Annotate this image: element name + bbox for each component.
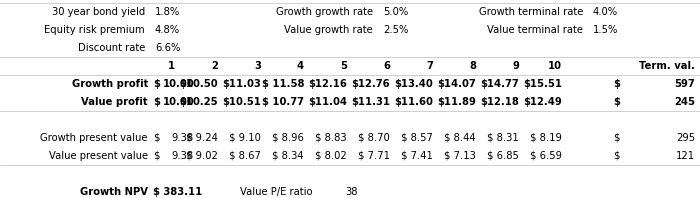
Text: $ 8.96: $ 8.96 <box>272 133 304 143</box>
Text: 1.8%: 1.8% <box>155 7 181 17</box>
Text: 597: 597 <box>674 79 695 89</box>
Text: Value present value: Value present value <box>49 151 148 161</box>
Text: $ 8.44: $ 8.44 <box>444 133 476 143</box>
Text: $ 8.70: $ 8.70 <box>358 133 390 143</box>
Text: 9: 9 <box>512 61 519 71</box>
Text: $: $ <box>613 151 620 161</box>
Text: $: $ <box>153 133 160 143</box>
Text: 1: 1 <box>168 61 175 71</box>
Text: 121: 121 <box>676 151 695 161</box>
Text: $12.16: $12.16 <box>308 79 347 89</box>
Text: $10.51: $10.51 <box>222 97 261 107</box>
Text: 2.5%: 2.5% <box>383 25 408 35</box>
Text: 10: 10 <box>548 61 562 71</box>
Text: 4.8%: 4.8% <box>155 25 180 35</box>
Text: 38: 38 <box>345 187 358 197</box>
Text: 1.5%: 1.5% <box>593 25 618 35</box>
Text: $: $ <box>613 133 620 143</box>
Text: $ 7.41: $ 7.41 <box>401 151 433 161</box>
Text: $ 6.59: $ 6.59 <box>530 151 562 161</box>
Text: $ 8.67: $ 8.67 <box>229 151 261 161</box>
Text: $: $ <box>153 79 160 89</box>
Text: $ 8.57: $ 8.57 <box>401 133 433 143</box>
Text: 245: 245 <box>674 97 695 107</box>
Text: $11.31: $11.31 <box>351 97 390 107</box>
Text: $ 11.58: $ 11.58 <box>262 79 304 89</box>
Text: 30 year bond yield: 30 year bond yield <box>52 7 145 17</box>
Text: $11.04: $11.04 <box>308 97 347 107</box>
Text: $13.40: $13.40 <box>394 79 433 89</box>
Text: $ 9.02: $ 9.02 <box>186 151 218 161</box>
Text: $11.60: $11.60 <box>394 97 433 107</box>
Text: $: $ <box>153 97 160 107</box>
Text: Growth profit: Growth profit <box>71 79 148 89</box>
Text: $ 8.02: $ 8.02 <box>315 151 347 161</box>
Text: $ 8.83: $ 8.83 <box>316 133 347 143</box>
Text: $: $ <box>153 151 160 161</box>
Text: Growth growth rate: Growth growth rate <box>276 7 373 17</box>
Text: 6: 6 <box>383 61 390 71</box>
Text: $11.89: $11.89 <box>437 97 476 107</box>
Text: $: $ <box>613 79 620 89</box>
Text: 8: 8 <box>469 61 476 71</box>
Text: Growth NPV: Growth NPV <box>80 187 148 197</box>
Text: 7: 7 <box>426 61 433 71</box>
Text: $ 8.31: $ 8.31 <box>487 133 519 143</box>
Text: $14.77: $14.77 <box>480 79 519 89</box>
Text: $ 9.24: $ 9.24 <box>186 133 218 143</box>
Text: $ 10.77: $ 10.77 <box>262 97 304 107</box>
Text: 10.00: 10.00 <box>162 79 194 89</box>
Text: $ 9.10: $ 9.10 <box>229 133 261 143</box>
Text: $10.50: $10.50 <box>179 79 218 89</box>
Text: $ 7.13: $ 7.13 <box>444 151 476 161</box>
Text: 5: 5 <box>340 61 347 71</box>
Text: $ 8.19: $ 8.19 <box>530 133 562 143</box>
Text: Value terminal rate: Value terminal rate <box>487 25 583 35</box>
Text: $ 383.11: $ 383.11 <box>153 187 202 197</box>
Text: $15.51: $15.51 <box>523 79 562 89</box>
Text: $11.03: $11.03 <box>223 79 261 89</box>
Text: Equity risk premium: Equity risk premium <box>44 25 145 35</box>
Text: $12.49: $12.49 <box>524 97 562 107</box>
Text: Growth present value: Growth present value <box>41 133 148 143</box>
Text: Value growth rate: Value growth rate <box>284 25 373 35</box>
Text: $12.76: $12.76 <box>351 79 390 89</box>
Text: 4: 4 <box>297 61 304 71</box>
Text: $: $ <box>613 97 620 107</box>
Text: $ 7.71: $ 7.71 <box>358 151 390 161</box>
Text: Growth terminal rate: Growth terminal rate <box>479 7 583 17</box>
Text: 5.0%: 5.0% <box>383 7 408 17</box>
Text: 295: 295 <box>676 133 695 143</box>
Text: 2: 2 <box>211 61 218 71</box>
Text: Value P/E ratio: Value P/E ratio <box>240 187 312 197</box>
Text: $12.18: $12.18 <box>480 97 519 107</box>
Text: Value profit: Value profit <box>81 97 148 107</box>
Text: $ 8.34: $ 8.34 <box>272 151 304 161</box>
Text: Discount rate: Discount rate <box>78 43 145 53</box>
Text: $ 6.85: $ 6.85 <box>487 151 519 161</box>
Text: 6.6%: 6.6% <box>155 43 181 53</box>
Text: 9.38: 9.38 <box>172 151 194 161</box>
Text: $10.25: $10.25 <box>179 97 218 107</box>
Text: 9.38: 9.38 <box>172 133 194 143</box>
Text: 3: 3 <box>254 61 261 71</box>
Text: 4.0%: 4.0% <box>593 7 618 17</box>
Text: 10.00: 10.00 <box>162 97 194 107</box>
Text: Term. val.: Term. val. <box>639 61 695 71</box>
Text: $14.07: $14.07 <box>438 79 476 89</box>
